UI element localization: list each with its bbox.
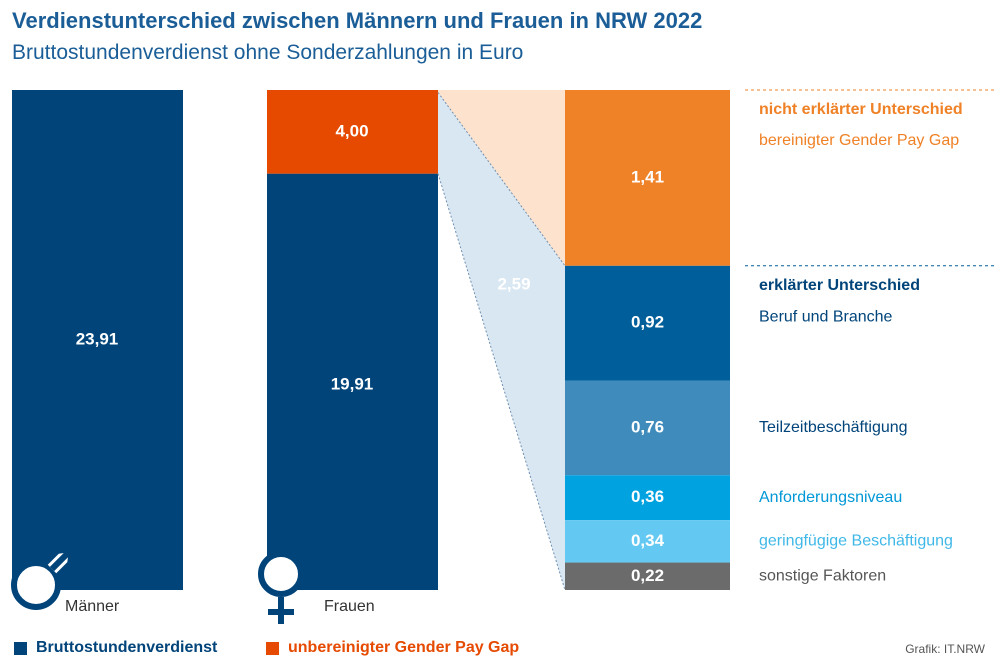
segment-unexplained [565,90,730,266]
segment-explained-2 [565,475,730,521]
segment-explained-label-4: sonstige Faktoren [759,568,886,585]
legend-label-earnings: Bruttostundenverdienst [36,639,218,656]
legend-item-gap: unbereinigter Gender Pay Gap [266,639,519,657]
heading-unexplained: nicht erklärter Unterschied [759,101,963,118]
segment-explained-value-1: 0,76 [631,417,664,436]
bar-women-gap [267,90,438,174]
segment-explained-value-2: 0,36 [631,487,664,506]
legend-item-earnings: Bruttostundenverdienst [14,639,217,657]
segment-explained-0 [565,265,730,381]
segment-explained-value-3: 0,34 [631,531,665,550]
explained-total-value: 2,59 [497,274,530,293]
chart-subtitle: Bruttostundenverdienst ohne Sonderzahlun… [12,41,524,64]
segment-explained-value-4: 0,22 [631,566,664,585]
bar-men [12,90,183,590]
segment-explained-1 [565,380,730,476]
connector-line-bottom [437,173,566,591]
segment-explained-3 [565,520,730,563]
segment-explained-label-3: geringfügige Beschäftigung [759,533,953,550]
label-unexplained: bereinigter Gender Pay Gap [759,132,959,149]
category-label-men: Männer [65,598,120,615]
heading-explained: erklärter Unterschied [759,277,920,294]
female-symbol-icon [258,551,304,624]
bar-women-gap-value: 4,00 [335,121,368,140]
segment-explained-label-0: Beruf und Branche [759,308,893,325]
segment-explained-4 [565,562,730,590]
male-symbol-icon [11,545,76,610]
segment-explained-label-2: Anforderungsniveau [759,489,902,506]
category-label-women: Frauen [324,598,375,615]
bar-women-earnings-value: 19,91 [331,374,374,393]
legend-swatch-earnings [14,641,27,655]
bar-men-value: 23,91 [76,329,119,348]
legend-swatch-gap [266,641,279,655]
chart-title: Verdienstunterschied zwischen Männern un… [12,8,703,33]
connector-explained [438,92,565,591]
credit: Grafik: IT.NRW [905,642,985,656]
segment-unexplained-value: 1,41 [631,167,664,186]
legend-label-gap: unbereinigter Gender Pay Gap [288,639,520,656]
bar-women-earnings [267,173,438,590]
segment-explained-value-0: 0,92 [631,313,664,332]
segment-explained-label-1: Teilzeitbeschäftigung [759,419,908,436]
